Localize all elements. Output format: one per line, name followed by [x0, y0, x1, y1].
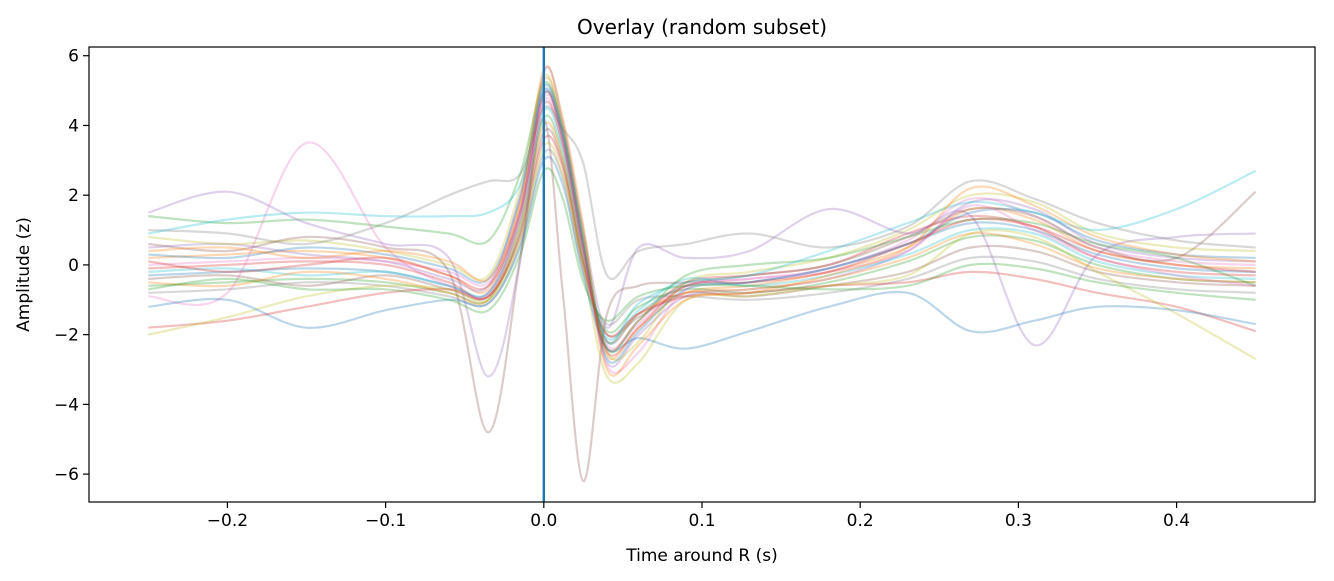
series-line: [148, 100, 1256, 353]
y-tick-label: 6: [68, 47, 79, 67]
series-line: [148, 142, 1257, 384]
x-tick-label: 0.3: [1005, 511, 1032, 531]
series-line: [148, 107, 1256, 341]
y-tick-label: −4: [54, 395, 79, 415]
series-line: [148, 155, 1256, 353]
x-tick-label: 0.1: [688, 511, 715, 531]
series-line: [148, 114, 1256, 334]
y-tick-label: −6: [54, 465, 79, 485]
y-tick-label: −2: [54, 326, 79, 346]
series-line: [148, 134, 1257, 338]
series-line: [148, 76, 1256, 360]
series-line: [148, 73, 1256, 361]
x-axis: −0.2 −0.1 0.0 0.1 0.2 0.3 0.4: [207, 502, 1190, 531]
series-line: [148, 97, 1256, 374]
x-tick-label: 0.0: [530, 511, 557, 531]
y-tick-label: 2: [68, 186, 79, 206]
series-line: [148, 105, 1256, 280]
series-line: [148, 65, 1256, 377]
series-line: [148, 117, 1257, 483]
x-tick-label: 0.2: [847, 511, 874, 531]
x-tick-label: −0.1: [365, 511, 406, 531]
series-line: [148, 93, 1256, 350]
y-tick-label: 4: [68, 116, 79, 136]
series-line: [148, 90, 1256, 357]
series-line: [148, 81, 1257, 354]
series-layer: [148, 65, 1257, 483]
series-line: [148, 148, 1256, 326]
series-line: [148, 65, 1256, 378]
x-tick-label: 0.4: [1163, 511, 1190, 531]
series-line: [148, 167, 1256, 322]
y-axis: −6 −4 −2 0 2 4 6: [54, 47, 89, 485]
series-line: [148, 83, 1256, 364]
chart-title: Overlay (random subset): [577, 15, 827, 39]
series-line: [148, 87, 1256, 368]
series-line: [148, 121, 1256, 345]
y-tick-label: 0: [68, 256, 79, 276]
y-axis-label: Amplitude (z): [14, 217, 34, 332]
series-line: [148, 128, 1256, 338]
series-line: [148, 88, 1257, 345]
x-tick-label: −0.2: [207, 511, 248, 531]
series-line: [148, 90, 1256, 345]
x-axis-label: Time around R (s): [625, 546, 778, 566]
